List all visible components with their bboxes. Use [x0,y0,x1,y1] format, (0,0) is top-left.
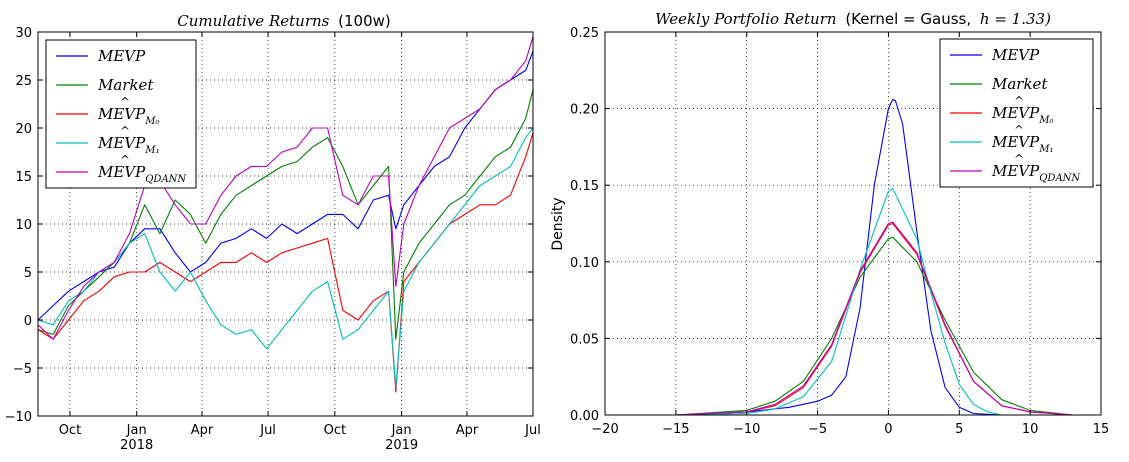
left-series-group [37,36,534,393]
xtick-year-label: 2019 [385,438,418,453]
xtick-label: Jan [391,423,412,438]
series-line-4 [675,221,1073,416]
series-line-2 [37,132,534,393]
xtick-label: Apr [191,423,214,438]
xtick-label: 10 [1022,422,1039,437]
legend-label-3: MEVPM₁ [991,133,1053,155]
series-line-3 [37,127,534,388]
right-axes: 0.00 0.05 0.10 0.15 0.20 0.25 −20 −15 −10 −5 0 5 10 1… [570,26,1109,437]
legend-hat-2: ^ [1014,94,1024,108]
ytick-label: −10 [5,410,32,425]
xtick-label: −10 [733,422,760,437]
xtick-label: Oct [59,423,81,438]
right-series-group [675,98,1073,416]
ytick-label: 0.00 [570,409,599,424]
series-line-0 [37,51,534,321]
xtick-label: −15 [662,422,689,437]
ytick-label: 0.15 [570,179,599,194]
legend-label-4: MEVPQDANN [991,162,1081,184]
left-chart-title: Cumulative Returns (100w) [177,12,391,30]
legend-label-2: MEVPM₀ [991,104,1053,126]
xtick-label: Jul [259,423,276,438]
legend-hat-4: ^ [1014,152,1024,166]
ytick-label: 10 [15,218,32,233]
legend-label-1: Market [991,75,1048,93]
ytick-label: 25 [15,74,32,89]
legend-label-2: MEVPM₀ [97,105,159,127]
legend-label-1: Market [97,76,154,94]
ytick-label: 5 [24,266,32,281]
legend-label-3: MEVPM₁ [97,134,159,156]
legend-label-0: MEVP [97,47,146,65]
xtick-label: 0 [884,422,892,437]
right-plot-frame [604,31,1102,416]
series-line-3 [675,187,1002,416]
right-chart-title: Weekly Portfolio Return (Kernel = Gauss,… [655,10,1051,28]
xtick-label: −20 [591,422,618,437]
ytick-label: 30 [15,26,32,41]
legend-hat-4: ^ [120,153,130,167]
legend-hat-3: ^ [120,124,130,138]
legend-label-4: MEVPQDANN [97,163,187,185]
series-line-0 [675,98,1002,416]
legend-label-0: MEVP [991,46,1040,64]
series-line-2 [675,222,1073,416]
ytick-label: 0.25 [570,26,599,41]
ytick-label: −5 [13,362,32,377]
legend-hat-2: ^ [120,95,130,109]
legend-hat-3: ^ [1014,123,1024,137]
ytick-label: 0.10 [570,256,599,271]
xtick-label: 5 [955,422,963,437]
ytick-label: 15 [15,170,32,185]
xtick-label: Jul [524,423,541,438]
series-line-1 [675,236,1073,416]
ytick-label: 0.05 [570,332,599,347]
ytick-label: 20 [15,122,32,137]
xtick-label: Apr [456,423,479,438]
ytick-label: 0.20 [570,103,599,118]
weekly-return-density-chart: Weekly Portfolio Return (Kernel = Gauss,… [550,10,1109,437]
right-ylabel: Density [550,197,566,250]
xtick-label: 15 [1093,422,1110,437]
xtick-year-label: 2018 [120,438,153,453]
xtick-label: Oct [324,423,346,438]
xtick-label: Jan [126,423,147,438]
cumulative-returns-chart: Cumulative Returns (100w) −10 −5 0 5 10 15 20 2… [5,12,541,453]
series-line-4 [37,36,534,340]
ytick-label: 0 [24,314,32,329]
xtick-label: −5 [808,422,827,437]
